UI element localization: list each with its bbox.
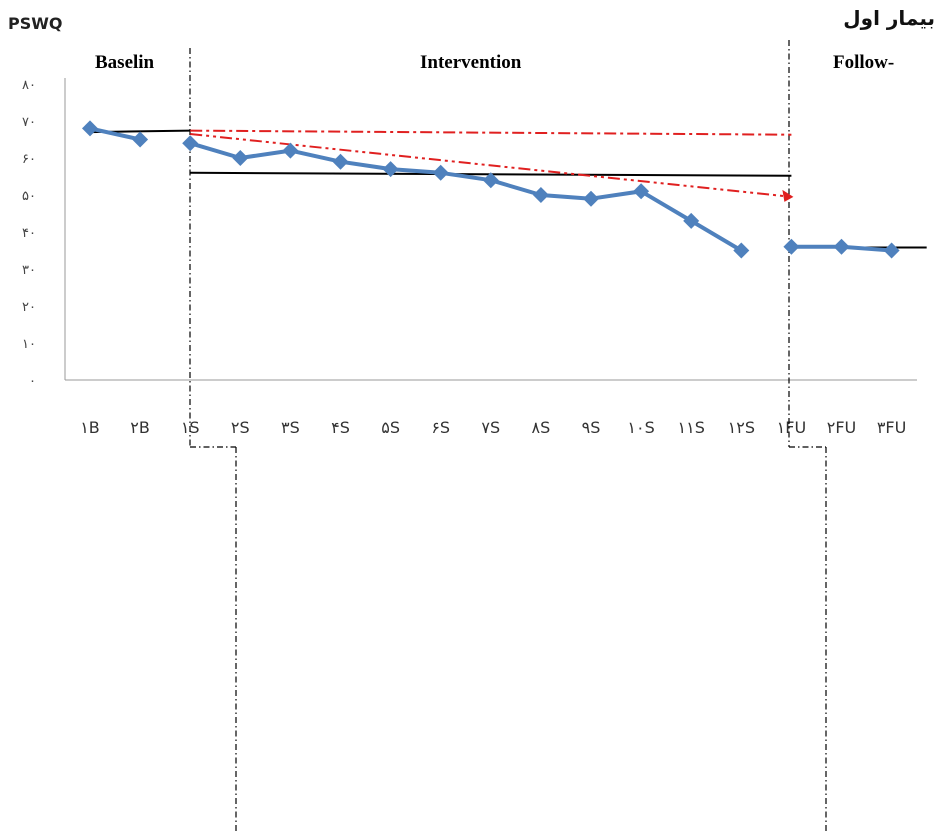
x-tick-label: ۹S [582,418,601,437]
trend-line [190,129,792,136]
data-point [833,238,850,255]
data-point [132,131,149,148]
y-tick-label: ۳۰ [22,263,36,278]
trend-arrowhead [782,189,794,202]
phase-label-intervention: Intervention [420,52,522,73]
y-tick-label: ۶۰ [22,152,36,167]
y-axis-label: PSWQ [8,14,63,33]
y-tick-label: ۸۰ [22,78,36,93]
x-tick-label: ۷S [481,418,500,437]
data-point [633,183,650,200]
data-point [783,238,800,255]
series-line-segment [189,141,743,253]
x-tick-label: ۸S [532,418,551,437]
data-point [232,150,249,166]
x-tick-label: ۴S [331,418,350,437]
data-point [733,242,750,259]
data-point [332,153,349,170]
y-tick-label: ۴۰ [22,226,36,241]
data-point [532,187,549,203]
x-tick-label: ۱۱S [678,418,705,437]
x-tick-label: ۱FU [777,418,807,437]
x-tick-label: ۱B [80,418,100,437]
patient-label: بیمار اول [843,6,935,30]
x-tick-label: ۲FU [827,418,857,437]
x-tick-label: ۲S [231,418,250,437]
series-line-segment [89,126,141,142]
y-tick-label: ۲۰ [22,300,36,315]
y-tick-label: ۷۰ [22,115,36,130]
data-point [583,190,599,207]
x-tick-label: ۶S [431,418,450,437]
x-tick-label: ۱۰S [627,418,654,437]
data-point [182,135,199,152]
data-point [482,172,499,189]
x-tick-label: ۳S [281,418,300,437]
data-point [432,164,449,181]
y-tick-label: ۱۰ [22,337,36,352]
x-tick-label: ۵S [381,418,400,437]
data-point [82,120,98,137]
x-tick-label: ۱۲S [728,418,755,437]
y-tick-label: ۰ [29,374,36,389]
data-point [883,242,900,259]
data-point [382,161,399,178]
phase-label-baseline: Baselin [95,52,155,73]
x-tick-label: ۳FU [877,418,907,437]
data-point [282,142,299,159]
data-point [683,212,700,229]
y-tick-label: ۵۰ [22,189,36,204]
x-tick-label: ۲B [130,418,150,437]
phase-label-follow-up: Follow- [833,52,895,73]
